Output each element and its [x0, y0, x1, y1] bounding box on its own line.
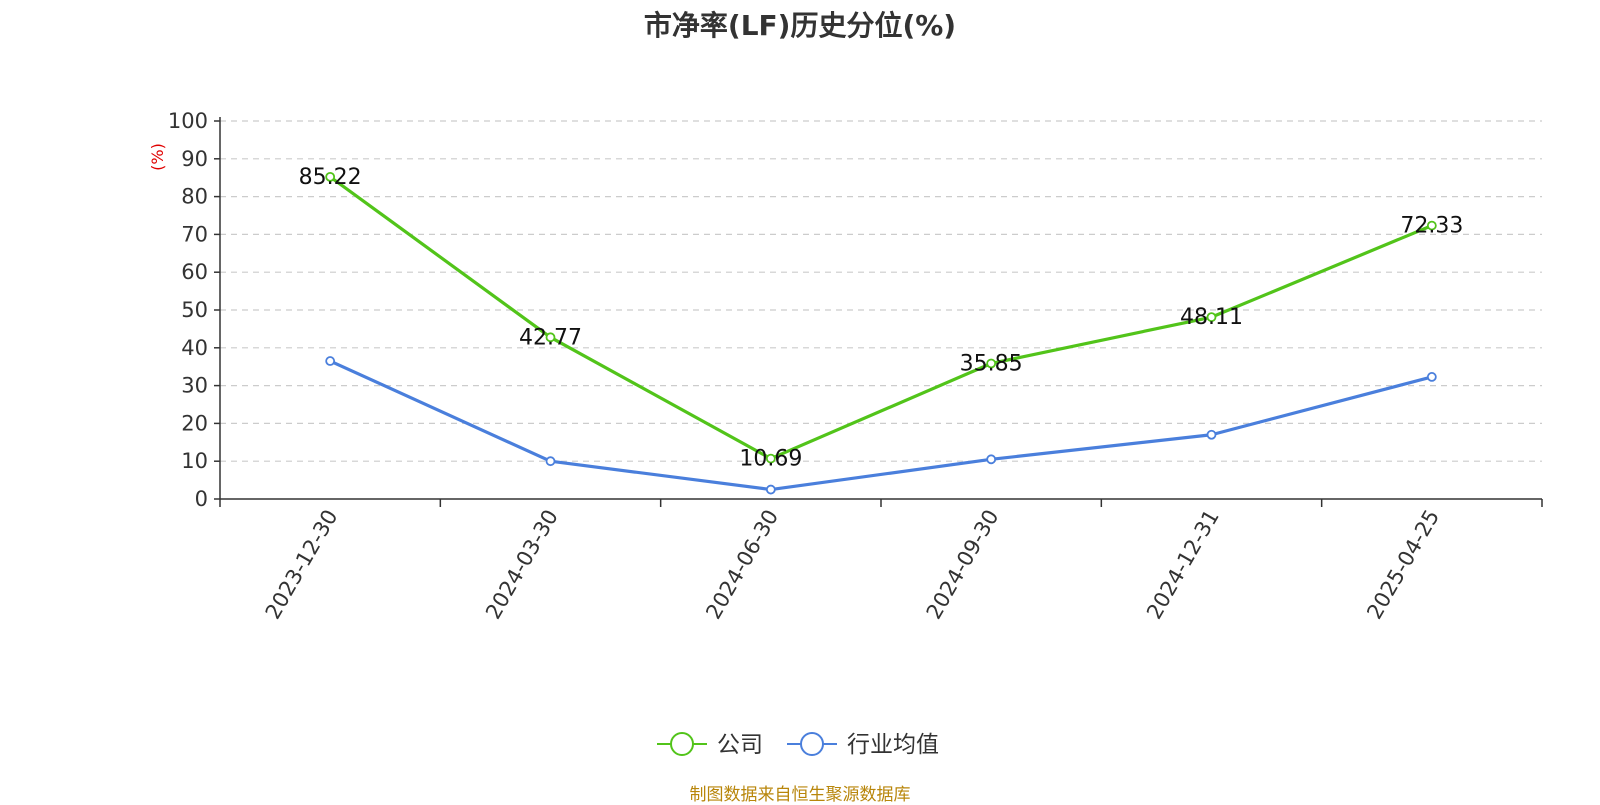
data-point — [1206, 312, 1217, 323]
data-point — [986, 358, 997, 369]
data-label: 10.69 — [739, 447, 802, 472]
y-tick-label: 70 — [181, 222, 208, 246]
data-label: 72.33 — [1400, 214, 1463, 239]
data-point — [1426, 372, 1437, 382]
y-tick-label: 90 — [181, 147, 208, 171]
y-tick-label: 20 — [181, 411, 208, 435]
x-tick-label: 2024-09-30 — [922, 506, 1004, 624]
y-tick-label: 10 — [181, 449, 208, 473]
source-note: 制图数据来自恒生聚源数据库 — [689, 785, 911, 805]
y-tick-label: 40 — [181, 336, 208, 360]
data-point — [545, 332, 556, 343]
x-tick-label: 2024-06-30 — [701, 506, 783, 624]
data-label: 35.85 — [960, 351, 1023, 376]
legend-label: 公司 — [717, 732, 763, 758]
data-point — [1206, 429, 1217, 440]
y-tick-label: 50 — [181, 298, 208, 322]
legend-marker — [800, 732, 824, 756]
data-point — [325, 356, 336, 366]
data-point — [765, 453, 776, 464]
legend-marker — [670, 732, 694, 756]
y-tick-label: 30 — [181, 374, 208, 398]
x-tick-label: 2025-04-25 — [1362, 506, 1444, 624]
data-point — [1426, 220, 1437, 231]
data-point — [986, 454, 997, 465]
data-point — [325, 171, 336, 182]
x-tick-label: 2024-03-30 — [481, 506, 563, 624]
y-tick-label: 100 — [168, 109, 208, 133]
data-point — [545, 456, 556, 467]
y-tick-label: 80 — [181, 185, 208, 209]
y-tick-label: 60 — [181, 260, 208, 284]
legend-label: 行业均值 — [847, 732, 939, 758]
data-label: 85.22 — [299, 165, 362, 190]
x-tick-label: 2024-12-31 — [1142, 506, 1224, 624]
chart-title: 市净率(LF)历史分位(%) — [643, 9, 957, 42]
y-axis-label: (%) — [148, 143, 167, 171]
series-line-2 — [329, 359, 1433, 492]
series-line-1 — [329, 175, 1433, 461]
y-tick-label: 0 — [195, 487, 208, 511]
data-label: 48.11 — [1180, 305, 1243, 330]
x-tick-label: 2023-12-30 — [261, 506, 343, 624]
data-label: 42.77 — [519, 325, 582, 350]
data-point — [765, 484, 776, 495]
